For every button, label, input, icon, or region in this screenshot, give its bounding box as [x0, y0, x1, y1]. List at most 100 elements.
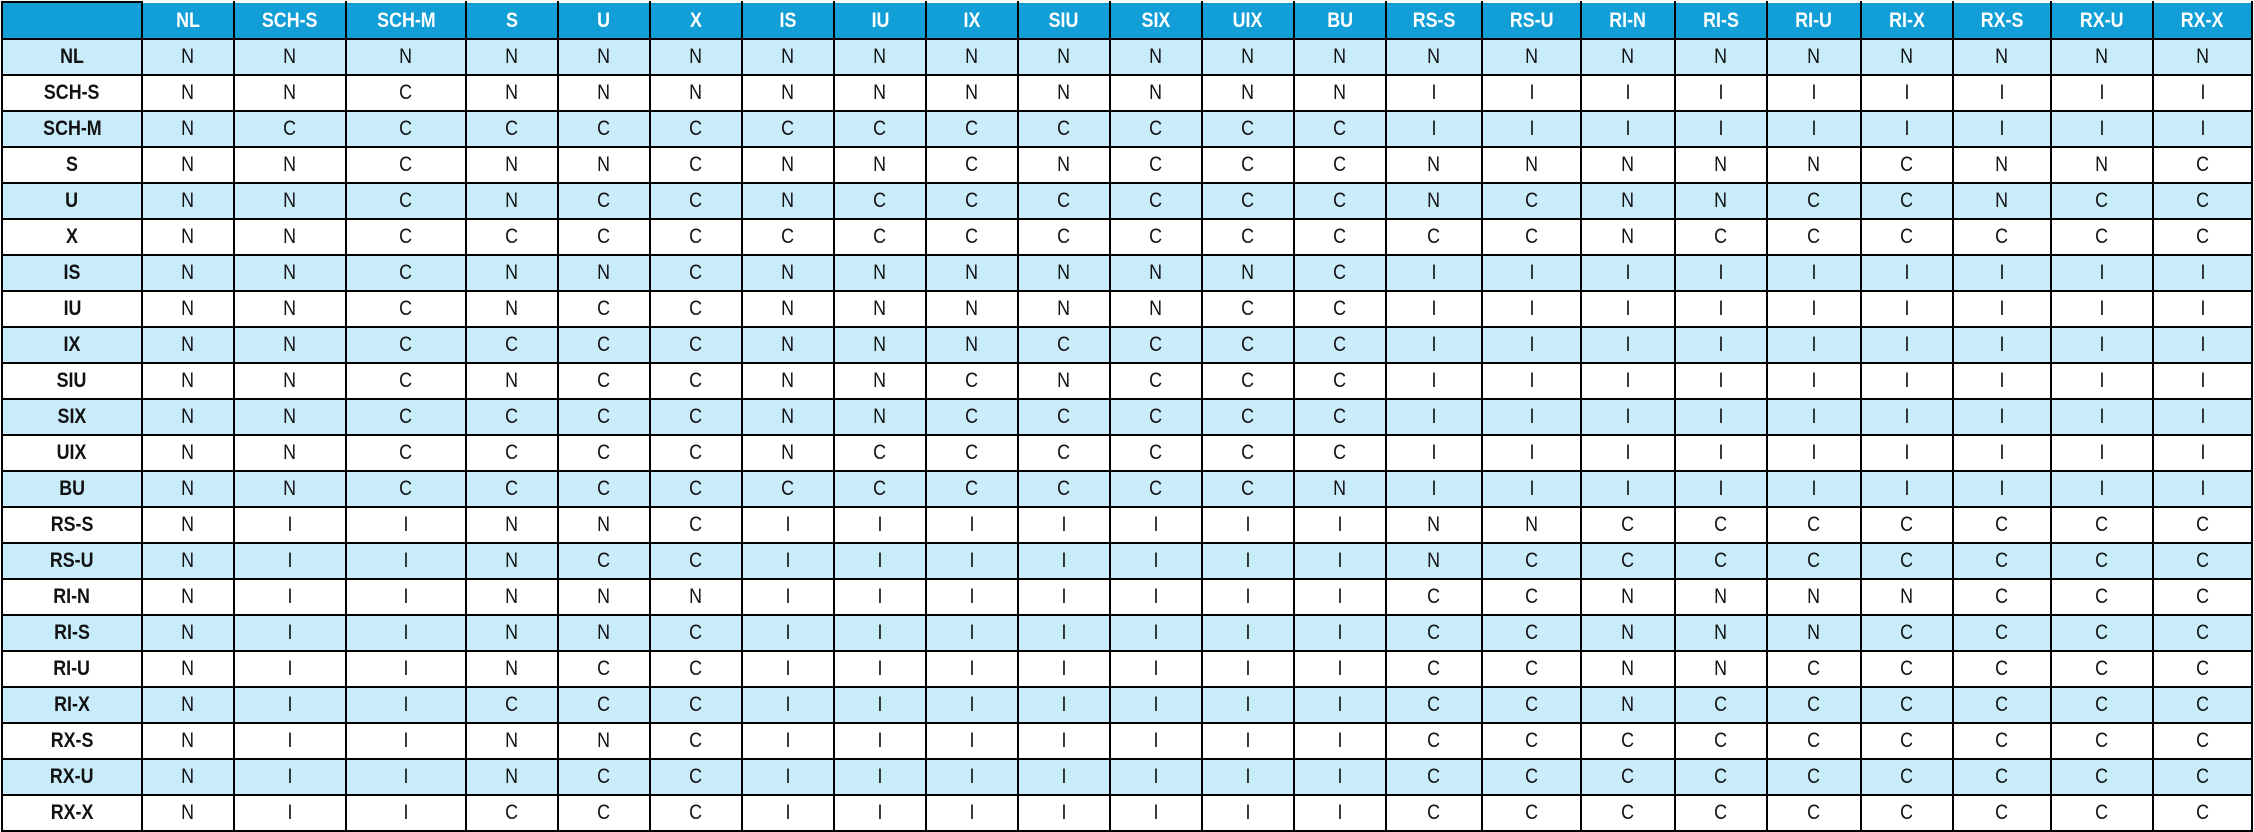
matrix-cell: I — [1017, 578, 1111, 616]
matrix-cell: C — [2152, 722, 2253, 760]
cell-value: C — [1333, 189, 1347, 212]
matrix-cell: C — [649, 218, 743, 256]
matrix-cell: C — [557, 290, 651, 328]
cell-value: N — [505, 657, 519, 680]
column-header: X — [649, 1, 743, 40]
matrix-cell: C — [1293, 434, 1387, 472]
matrix-cell: N — [465, 254, 559, 292]
column-header-label: RI-U — [1795, 8, 1833, 32]
cell-value: I — [1245, 513, 1251, 536]
matrix-cell: I — [1293, 506, 1387, 544]
matrix-cell: N — [1674, 182, 1768, 220]
matrix-cell: C — [1293, 254, 1387, 292]
matrix-cell: I — [345, 506, 467, 544]
corner-cell — [1, 1, 143, 40]
column-header: RX-S — [1952, 1, 2052, 40]
cell-value: I — [1999, 333, 2005, 356]
cell-value: N — [1621, 693, 1635, 716]
matrix-cell: I — [1674, 398, 1768, 436]
cell-value: I — [969, 693, 975, 716]
matrix-cell: N — [233, 362, 347, 400]
cell-value: I — [1999, 297, 2005, 320]
cell-value: C — [1525, 693, 1538, 716]
matrix-cell: C — [649, 146, 743, 184]
cell-value: C — [2095, 801, 2109, 824]
row-header: SCH-M — [1, 110, 143, 148]
matrix-cell: C — [1293, 290, 1387, 328]
matrix-cell: N — [557, 722, 651, 760]
matrix-cell: I — [1201, 578, 1295, 616]
row-header-label: RX-X — [50, 801, 94, 824]
cell-value: N — [505, 261, 519, 284]
cell-value: I — [1718, 477, 1724, 500]
matrix-cell: C — [1674, 542, 1768, 580]
cell-value: C — [2196, 729, 2209, 752]
cell-value: N — [181, 621, 195, 644]
row-header: RX-U — [1, 758, 143, 796]
matrix-cell: C — [2050, 182, 2154, 220]
matrix-cell: C — [833, 434, 927, 472]
row-header-label: NL — [60, 45, 84, 68]
cell-value: N — [781, 333, 795, 356]
matrix-cell: C — [557, 542, 651, 580]
row-header-label: RI-U — [53, 657, 91, 680]
matrix-cell: N — [465, 506, 559, 544]
cell-value: I — [877, 549, 883, 572]
cell-value: N — [1807, 153, 1821, 176]
matrix-cell: N — [557, 506, 651, 544]
cell-value: I — [1337, 513, 1343, 536]
matrix-cell: C — [1674, 758, 1768, 796]
cell-value: C — [1900, 549, 1914, 572]
cell-value: C — [597, 657, 611, 680]
cell-value: I — [1061, 585, 1067, 608]
matrix-cell: C — [1860, 542, 1954, 580]
cell-value: C — [1807, 225, 1821, 248]
matrix-cell: C — [1766, 686, 1862, 724]
cell-value: C — [1149, 333, 1163, 356]
cell-value: C — [399, 261, 413, 284]
column-header-label: SIX — [1141, 8, 1171, 32]
matrix-cell: N — [141, 794, 235, 832]
matrix-cell: C — [2050, 542, 2154, 580]
cell-value: C — [505, 405, 519, 428]
cell-value: C — [689, 297, 703, 320]
matrix-cell: C — [2152, 614, 2253, 652]
cell-value: N — [1241, 261, 1255, 284]
matrix-cell: N — [1385, 146, 1483, 184]
cell-value: I — [287, 693, 293, 716]
cell-value: C — [2095, 693, 2109, 716]
matrix-cell: C — [1674, 686, 1768, 724]
matrix-cell: N — [557, 614, 651, 652]
cell-value: I — [2099, 405, 2105, 428]
cell-value: C — [1241, 477, 1255, 500]
matrix-cell: N — [833, 146, 927, 184]
matrix-cell: I — [1481, 110, 1582, 148]
cell-value: I — [2200, 261, 2205, 284]
cell-value: C — [2095, 225, 2109, 248]
matrix-cell: C — [649, 434, 743, 472]
column-header: SCH-M — [345, 1, 467, 40]
column-header-label: IU — [871, 8, 889, 32]
column-header: UIX — [1201, 1, 1295, 40]
matrix-cell: N — [233, 326, 347, 364]
matrix-cell: I — [1109, 722, 1203, 760]
cell-value: N — [873, 261, 887, 284]
cell-value: C — [597, 117, 611, 140]
matrix-cell: C — [1580, 542, 1676, 580]
matrix-cell: N — [2050, 146, 2154, 184]
cell-value: C — [2196, 693, 2209, 716]
matrix-cell: C — [2152, 506, 2253, 544]
cell-value: N — [1057, 369, 1071, 392]
matrix-cell: C — [465, 794, 559, 832]
matrix-cell: I — [1293, 686, 1387, 724]
row-header-label: RS-U — [50, 549, 94, 572]
column-header-label: X — [690, 8, 702, 32]
cell-value: C — [873, 189, 887, 212]
matrix-cell: C — [1952, 506, 2052, 544]
cell-value: C — [1807, 513, 1821, 536]
cell-value: C — [781, 477, 795, 500]
cell-value: C — [1525, 621, 1538, 644]
matrix-cell: I — [1385, 254, 1483, 292]
matrix-cell: I — [233, 506, 347, 544]
